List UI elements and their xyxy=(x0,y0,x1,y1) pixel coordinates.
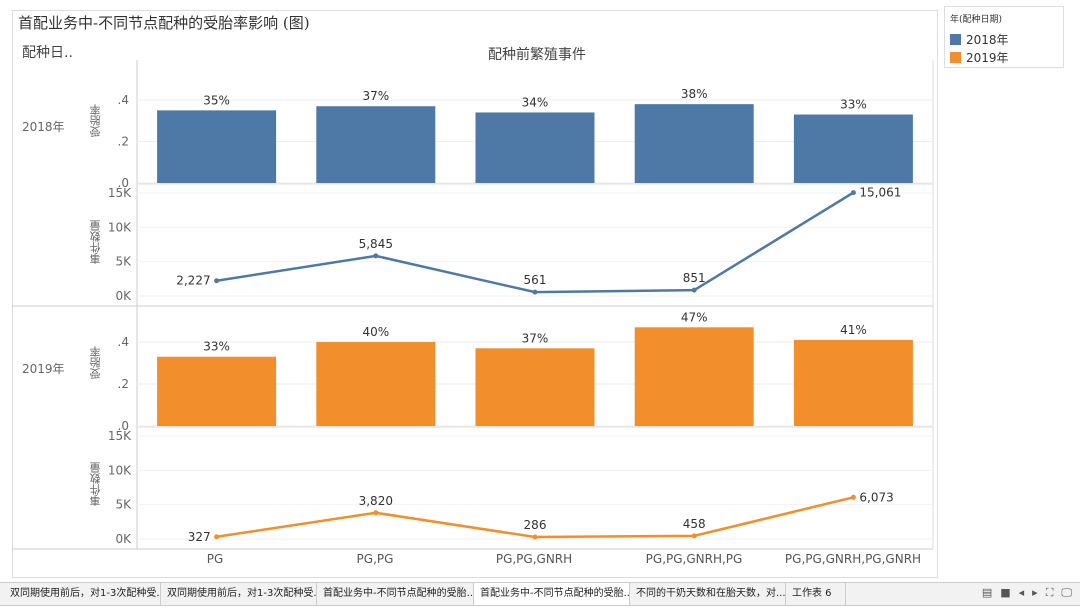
bar xyxy=(157,356,277,426)
bar xyxy=(475,348,595,426)
count-value-label: 3,820 xyxy=(359,494,393,508)
legend-item-2018[interactable]: 2018年 xyxy=(950,31,1009,48)
count-point xyxy=(373,510,379,516)
present-icon[interactable]: 🖵 xyxy=(1061,586,1072,599)
column-header: 配种前繁殖事件 xyxy=(488,47,586,63)
sheet-tab[interactable]: 不同的干奶天数和在胎天数，对... xyxy=(630,583,786,605)
bar xyxy=(316,342,436,426)
film-strip-icon[interactable]: ▤ xyxy=(981,586,993,599)
rate-tick-label: .2 xyxy=(118,377,129,391)
bar xyxy=(316,106,436,183)
bar-value-label: 47% xyxy=(681,310,708,324)
sheet-tab[interactable]: 工作表 6 xyxy=(786,583,846,605)
sheet-nav-controls: ▤ ■ ◂ ▸ ⛶ 🖵 xyxy=(982,586,1072,600)
count-tick-label: 10K xyxy=(108,220,132,234)
rate-tick-label: .0 xyxy=(118,176,129,190)
bar-value-label: 33% xyxy=(203,340,230,354)
legend-swatch-2018 xyxy=(950,34,961,45)
bar-value-label: 35% xyxy=(203,93,230,107)
count-tick-label: 15K xyxy=(108,429,132,443)
count-tick-label: 10K xyxy=(108,463,132,477)
count-point xyxy=(850,494,856,500)
count-value-label: 2,227 xyxy=(176,274,210,288)
legend-item-2019[interactable]: 2019年 xyxy=(950,49,1009,66)
legend-swatch-2019 xyxy=(950,52,961,63)
bar xyxy=(793,114,913,183)
count-tick-label: 15K xyxy=(108,186,132,200)
sheet-tab[interactable]: 双同期使用前后，对1-3次配种受... xyxy=(161,583,317,605)
sheet-tab-bar: 双同期使用前后，对1-3次配种受... 双同期使用前后，对1-3次配种受... … xyxy=(0,582,1080,606)
count-tick-label: 5K xyxy=(115,255,132,269)
bar xyxy=(793,339,913,426)
count-value-label: 15,061 xyxy=(859,186,901,200)
count-point xyxy=(691,533,697,539)
rate-tick-label: .0 xyxy=(118,419,129,433)
bar xyxy=(157,110,277,183)
count-point xyxy=(532,534,538,540)
count-value-label: 6,073 xyxy=(859,490,893,504)
count-value-label: 327 xyxy=(188,530,211,544)
bar-value-label: 33% xyxy=(840,98,867,112)
bar-value-label: 38% xyxy=(681,87,708,101)
rate-tick-label: .2 xyxy=(118,135,129,149)
bar xyxy=(634,327,754,426)
bar-value-label: 41% xyxy=(840,323,867,337)
count-point xyxy=(850,190,856,196)
count-point xyxy=(214,534,220,540)
count-tick-label: 0K xyxy=(115,532,132,546)
x-label-1: PG,PG xyxy=(356,552,394,566)
count-value-label: 458 xyxy=(683,517,706,531)
count-value-label: 286 xyxy=(524,518,547,532)
bar-value-label: 37% xyxy=(522,331,549,345)
x-label-0: PG xyxy=(206,552,224,566)
x-label-2: PG,PG,GNRH xyxy=(495,552,573,566)
count-point xyxy=(691,287,697,293)
row-header[interactable]: 配种日.. xyxy=(22,45,73,61)
bar-value-label: 40% xyxy=(362,325,389,339)
count-value-label: 5,845 xyxy=(359,237,393,251)
count-point xyxy=(214,278,220,284)
bar xyxy=(475,112,595,183)
bar-value-label: 37% xyxy=(362,89,389,103)
sheet-tab[interactable]: 双同期使用前后，对1-3次配种受... xyxy=(4,583,161,605)
year-label-2018: 2018年 xyxy=(22,120,65,134)
legend-title: 年(配种日期) xyxy=(950,15,1003,25)
x-label-4: PG,PG,GNRH,PG,GNRH xyxy=(784,552,922,566)
count-point xyxy=(373,253,379,259)
grid-view-icon[interactable]: ■ xyxy=(1000,586,1011,599)
rate-tick-label: .4 xyxy=(118,335,129,349)
rate-tick-label: .4 xyxy=(118,93,129,107)
prev-sheet-icon[interactable]: ◂ xyxy=(1018,586,1025,599)
count-tick-label: 0K xyxy=(115,289,132,303)
legend-label-2019: 2019年 xyxy=(966,51,1009,65)
legend-label-2018: 2018年 xyxy=(966,33,1009,47)
fullscreen-icon[interactable]: ⛶ xyxy=(1045,586,1054,599)
year-label-2019: 2019年 xyxy=(22,362,65,376)
sheet-tab-active[interactable]: 首配业务中-不同节点配种的受胎... xyxy=(474,583,630,605)
legend[interactable]: 年(配种日期) 2018年 2019年 xyxy=(944,6,1064,68)
count-point xyxy=(532,289,538,295)
count-value-label: 561 xyxy=(524,273,547,287)
main-chart-frame xyxy=(12,10,938,578)
next-sheet-icon[interactable]: ▸ xyxy=(1032,586,1038,599)
count-tick-label: 5K xyxy=(115,498,132,512)
sheet-tab[interactable]: 首配业务中-不同节点配种的受胎... xyxy=(317,583,474,605)
bar-value-label: 34% xyxy=(522,95,549,109)
x-label-3: PG,PG,GNRH,PG xyxy=(645,552,743,566)
bar xyxy=(634,104,754,183)
page-title: 首配业务中-不同节点配种的受胎率影响 (图) xyxy=(18,14,310,32)
count-value-label: 851 xyxy=(683,271,706,285)
